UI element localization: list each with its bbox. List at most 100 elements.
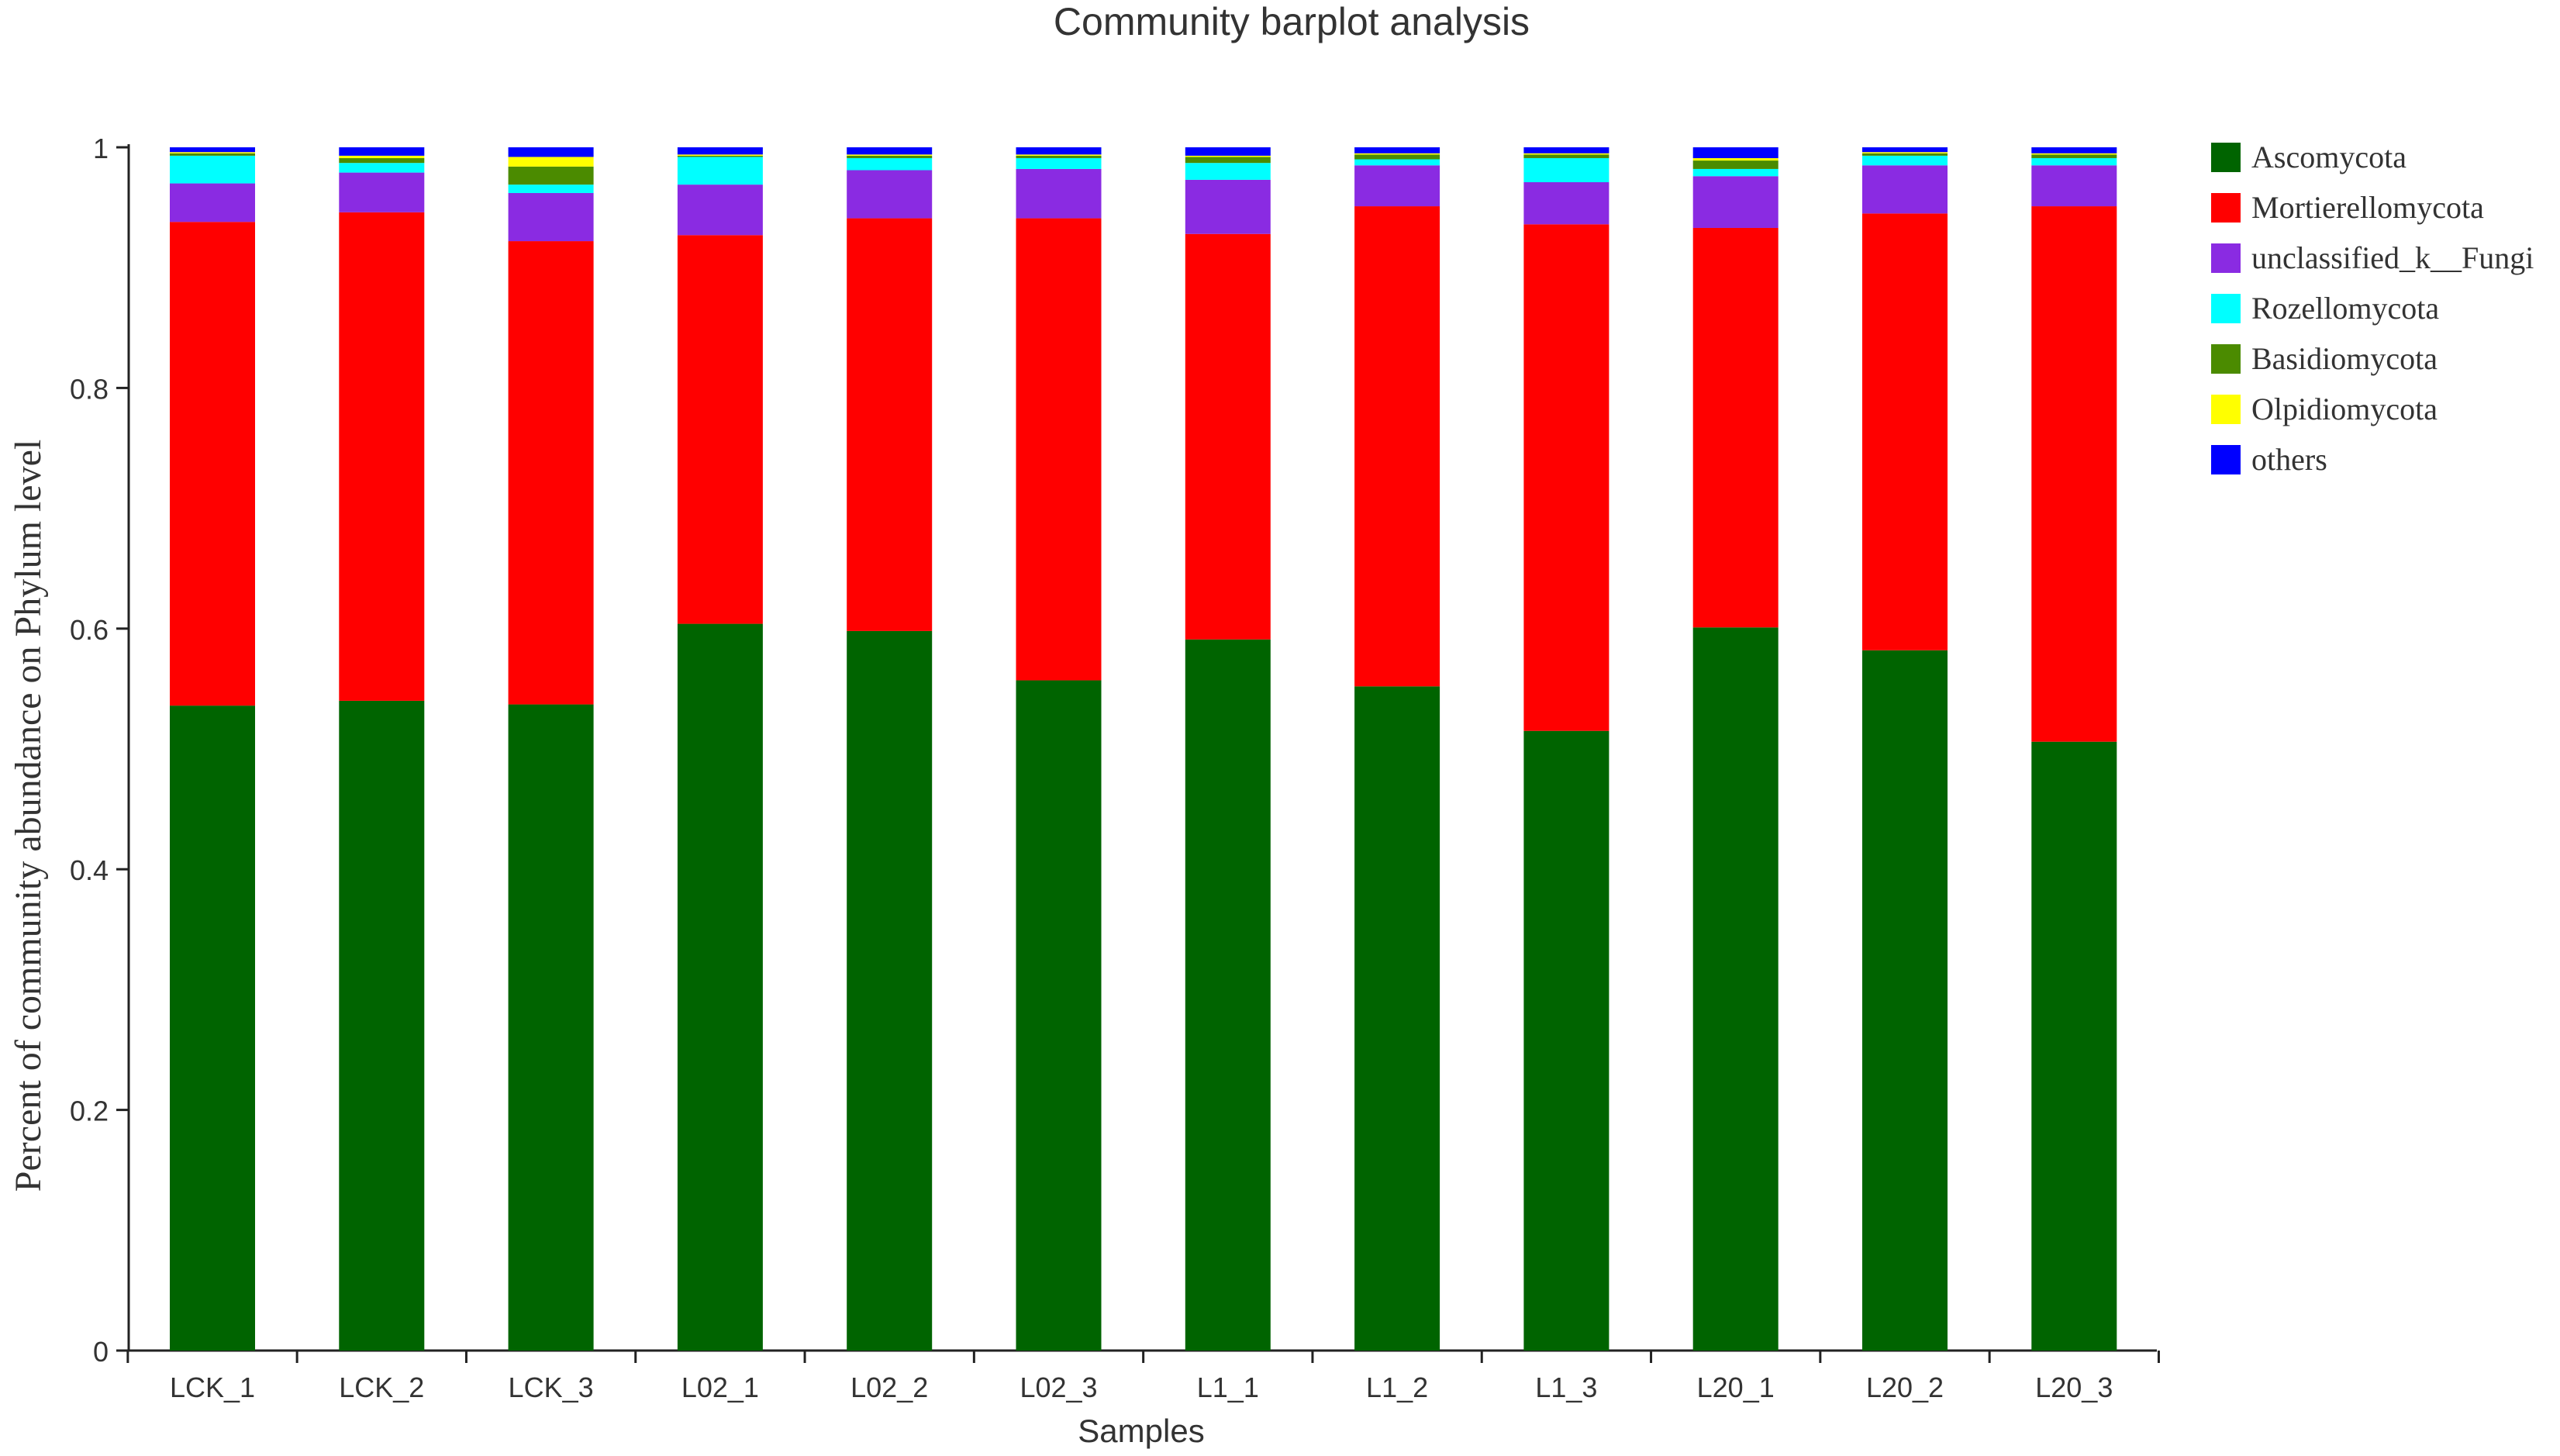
legend: Ascomycota Mortierellomycota unclassified_… [2211,140,2534,477]
bar-segment [2031,165,2117,207]
bar-segment [339,155,425,158]
bar-segment [847,154,933,156]
bar-segment [1523,147,1609,154]
x-tick-label: L02_1 [681,1371,759,1403]
x-tick-label: L02_2 [850,1371,928,1403]
bar-segment [1862,152,1948,154]
bar-segment [1862,147,1948,153]
legend-label: Basidiomycota [2251,341,2438,376]
y-tick-label: 1 [93,133,109,164]
bar-segment [170,183,255,223]
bar-segment [1523,224,1609,731]
bar-segment [508,704,594,1351]
bar-segment [847,630,933,1351]
bar-segment [339,163,425,173]
legend-label: Mortierellomycota [2251,190,2484,225]
bar-segment [170,222,255,706]
bar-segment [1692,147,1779,158]
bar-segment [339,212,425,701]
legend-swatch [2211,193,2241,223]
x-axis-label: Samples [1078,1413,1204,1449]
bar-segment [1185,147,1271,156]
bar-segment [1862,153,1948,156]
chart-title: Community barplot analysis [1054,0,1530,43]
bar-segment [508,185,594,193]
bar-segment [170,153,255,156]
bar-segment [1185,163,1271,180]
bar-segment [1016,147,1102,155]
x-tick-label: L20_3 [2035,1371,2113,1403]
legend-label: others [2251,442,2327,477]
bar-segment [677,235,763,624]
bar-segment [2031,153,2117,155]
legend-label: Ascomycota [2251,140,2406,174]
bar-segment [2031,206,2117,742]
plot-area: 0 0.2 0.4 0.6 0.8 1 LCK_1 LCK_2 LCK_3 L02_1 L02_2 L… [70,133,2160,1403]
bar-segment [1862,650,1948,1351]
bar-segment [1862,155,1948,166]
bar-segment [170,147,255,153]
bar-segment [170,152,255,154]
bar-segment [1692,157,1779,161]
legend-label: Olpidiomycota [2251,392,2438,426]
legend-swatch [2211,445,2241,474]
bar-segment [1354,147,1440,154]
y-tick-label: 0.4 [70,854,109,886]
x-tick-label: L20_1 [1697,1371,1775,1403]
bar-segment [508,192,594,242]
bar-segment [1692,168,1779,177]
bar-segment [677,147,763,155]
bar-segment [1354,165,1440,207]
legend-label: Rozellomycota [2251,291,2439,326]
bar-segment [2031,157,2117,166]
bar-segment [170,706,255,1351]
bar-segment [339,147,425,156]
bar-segment [508,157,594,167]
bar-segment [847,147,933,155]
y-tick-label: 0 [93,1336,109,1368]
bar-segment [2031,147,2117,154]
legend-swatch [2211,344,2241,374]
x-tick-label: L1_1 [1197,1371,1259,1403]
bar-segment [677,185,763,236]
y-axis-label: Percent of community abundance on Phylum… [8,440,49,1192]
bar-segment [1523,157,1609,183]
bar-segment [1016,154,1102,156]
x-tick-label: LCK_1 [170,1371,255,1403]
bar-segment [847,170,933,219]
y-tick-label: 0.2 [70,1095,109,1127]
bar-segment [677,623,763,1351]
bar-segment [1692,227,1779,628]
legend-swatch [2211,294,2241,323]
bar-segment [1354,206,1440,687]
bar-segment [847,157,933,171]
bar-segment [1354,153,1440,155]
bar-segment [677,155,763,157]
bar-segment [508,241,594,705]
bar-segment [2031,154,2117,158]
bar-segment [1354,686,1440,1351]
y-tick-label: 0.8 [70,373,109,405]
bar-segment [1692,160,1779,169]
bar-segment [339,157,425,164]
bar-segment [1692,176,1779,228]
bar-segment [1185,179,1271,234]
bar-segment [1185,155,1271,157]
bar-segment [508,147,594,157]
bar-segment [1692,627,1779,1351]
bar-segment [1523,153,1609,155]
x-tick-label: LCK_2 [339,1371,424,1403]
legend-label: unclassified_k__Fungi [2251,240,2534,275]
bar-segment [677,157,763,185]
bar-segment [1354,159,1440,166]
bar-segment [847,155,933,158]
x-tick-label: L1_3 [1535,1371,1597,1403]
bar-segment [1016,155,1102,158]
bar-segment [170,155,255,184]
bar-segment [1016,168,1102,219]
bar-segment [1523,182,1609,225]
bar-segment [1016,157,1102,169]
legend-swatch [2211,243,2241,273]
legend-swatch [2211,395,2241,424]
